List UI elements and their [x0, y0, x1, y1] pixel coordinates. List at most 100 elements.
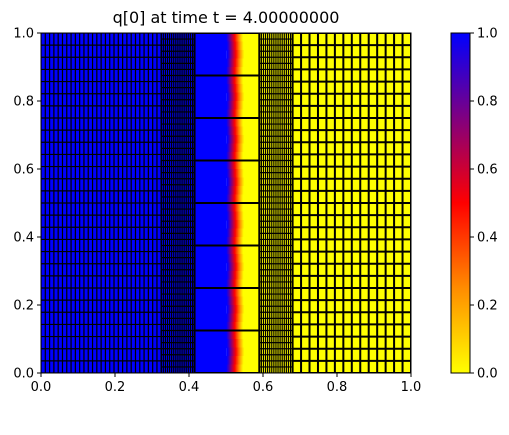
y-tick-label: 0.4 — [13, 231, 34, 246]
x-tick-label: 0.4 — [179, 380, 200, 395]
field-front-cell — [228, 228, 230, 238]
field-front-cell — [243, 75, 245, 85]
field-front-cell — [226, 271, 228, 281]
field-front-cell — [238, 160, 240, 170]
field-front-cell — [242, 118, 245, 128]
field-front-cell — [236, 50, 238, 60]
field-front-cell — [228, 339, 231, 349]
field-front-cell — [229, 33, 232, 43]
field-front-cell — [238, 194, 240, 204]
field-front-cell — [239, 347, 241, 357]
field-front-cell — [233, 364, 236, 373]
field-front-cell — [235, 313, 238, 323]
field-front-cell — [228, 160, 230, 170]
field-front-cell — [238, 169, 240, 179]
field-front-cell — [233, 228, 236, 238]
field-front-cell — [236, 220, 238, 230]
field-front-cell — [224, 279, 227, 289]
field-front-cell — [238, 33, 240, 43]
field-front-cell — [233, 220, 235, 230]
field-front-cell — [229, 160, 231, 170]
field-front-cell — [236, 322, 238, 332]
field-front-cell — [238, 228, 240, 238]
field-front-cell — [239, 356, 241, 366]
field-front-cell — [244, 220, 247, 230]
field-front-cell — [226, 228, 229, 238]
field-front-cell — [232, 135, 234, 145]
field-front-cell — [242, 313, 244, 323]
field-front-cell — [228, 135, 230, 145]
grid-patch — [291, 33, 411, 373]
field-front-cell — [243, 177, 245, 187]
field-front-cell — [228, 296, 231, 306]
field-front-cell — [242, 322, 245, 332]
field-front-cell — [240, 228, 243, 238]
field-front-cell — [231, 143, 234, 153]
field-front-cell — [238, 67, 241, 77]
field-front-cell — [244, 356, 246, 366]
field-front-cell — [243, 262, 245, 272]
field-front-cell — [236, 177, 238, 187]
field-front-cell — [238, 322, 240, 332]
field-front-cell — [229, 322, 231, 332]
field-front-cell — [238, 33, 241, 43]
field-front-cell — [242, 194, 245, 204]
field-front-cell — [236, 364, 238, 373]
field-front-cell — [228, 220, 231, 230]
field-front-cell — [237, 262, 240, 272]
field-front-cell — [235, 305, 237, 315]
field-front-cell — [242, 126, 244, 136]
field-front-cell — [241, 339, 243, 349]
field-front-cell — [238, 84, 240, 94]
field-front-cell — [230, 143, 232, 153]
field-front-cell — [242, 279, 244, 289]
field-front-cell — [242, 245, 245, 255]
field-front-cell — [237, 50, 240, 60]
field-front-cell — [232, 177, 234, 187]
field-front-cell — [241, 296, 243, 306]
colorbar: 0.0 0.2 0.4 0.6 0.8 1.0 — [450, 27, 498, 382]
field-front-cell — [231, 58, 233, 68]
field-front-cell — [243, 169, 245, 179]
field-front-cell — [238, 237, 241, 247]
field-front-cell — [244, 92, 247, 102]
field-front-cell — [237, 254, 240, 264]
field-front-cell — [233, 322, 236, 332]
field-front-cell — [231, 160, 234, 170]
field-front-cell — [232, 322, 234, 332]
field-front-cell — [232, 279, 234, 289]
field-front-cell — [230, 92, 233, 102]
field-front-cell — [235, 339, 238, 349]
field-front-cell — [228, 364, 230, 373]
field-front-cell — [240, 75, 242, 85]
field-front-cell — [236, 84, 238, 94]
field-front-cell — [231, 296, 233, 306]
field-front-cell — [234, 58, 236, 68]
field-front-cell — [227, 322, 229, 332]
field-front-cell — [236, 228, 238, 238]
field-front-cell — [235, 330, 237, 340]
field-front-cell — [240, 50, 242, 60]
field-front-cell — [237, 118, 239, 128]
field-front-cell — [232, 152, 234, 162]
field-front-cell — [240, 152, 243, 162]
field-front-cell — [225, 186, 227, 196]
field-front-cell — [225, 322, 227, 332]
field-front-cell — [235, 33, 237, 43]
field-front-cell — [242, 305, 244, 315]
field-front-cell — [232, 194, 234, 204]
field-front-cell — [238, 118, 241, 128]
field-front-cell — [238, 67, 240, 77]
field-front-cell — [241, 245, 243, 255]
field-front-cell — [237, 262, 239, 272]
field-front-cell — [228, 84, 231, 94]
field-front-cell — [242, 330, 245, 340]
field-front-cell — [233, 364, 235, 373]
field-front-cell — [240, 271, 243, 281]
field-front-cell — [239, 220, 241, 230]
field-front-cell — [231, 313, 233, 323]
field-front-cell — [240, 313, 242, 323]
field-front-cell — [233, 177, 235, 187]
field-front-cell — [240, 254, 242, 264]
field-front-cell — [234, 75, 236, 85]
